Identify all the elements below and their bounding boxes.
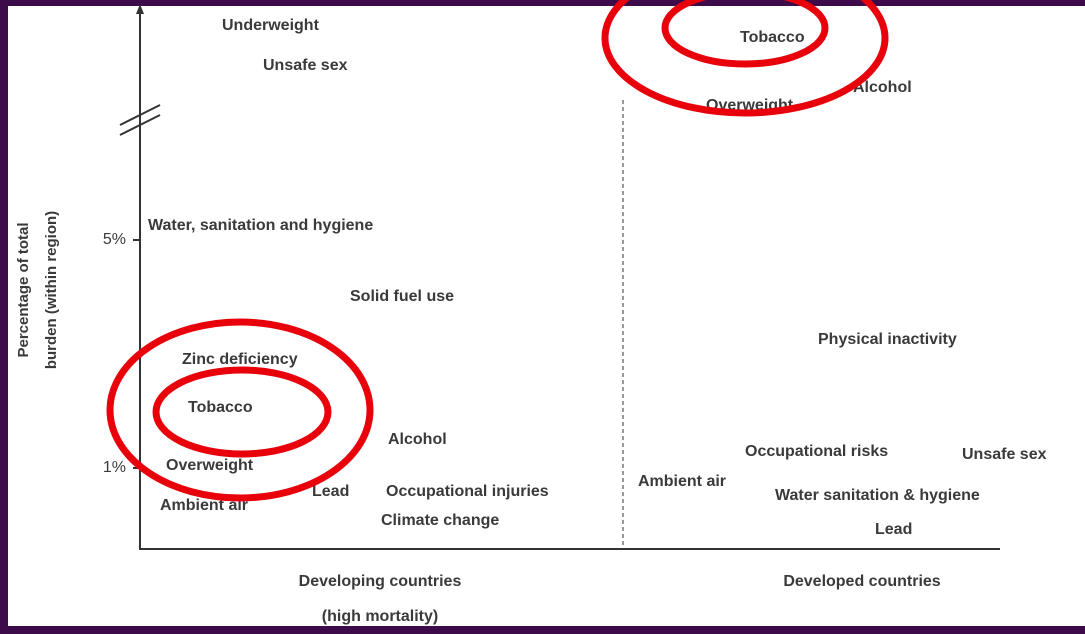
risk-factor: Occupational risks: [745, 443, 888, 460]
risk-factor: Ambient air: [638, 473, 726, 490]
y-tick-label: 5%: [103, 231, 126, 248]
risk-factor: Solid fuel use: [350, 288, 454, 305]
risk-factor: Underweight: [222, 17, 320, 34]
risk-factor: Ambient air: [160, 497, 248, 514]
labels: Percentage of total burden (within region…: [15, 17, 1047, 625]
risk-factor: Water sanitation & hygiene: [775, 487, 980, 504]
risk-factor: Occupational injuries: [386, 483, 549, 500]
axis-break: [119, 104, 161, 126]
y-tick-label: 1%: [103, 459, 126, 476]
risk-factor: Lead: [312, 483, 349, 500]
risk-factor: Lead: [875, 521, 912, 538]
y-axis-arrow: [136, 4, 144, 14]
axis-break: [119, 114, 161, 136]
highlight-ring: [661, 0, 829, 68]
risk-factor: Alcohol: [388, 431, 447, 448]
group-label: Developing countries: [299, 573, 462, 590]
y-axis-title: Percentage of total: [15, 222, 32, 357]
group-label: (high mortality): [322, 608, 438, 625]
risk-factor: Tobacco: [740, 29, 805, 46]
risk-factor: Water, sanitation and hygiene: [148, 217, 373, 234]
risk-factor: Unsafe sex: [962, 446, 1047, 463]
risk-factor: Physical inactivity: [818, 331, 957, 348]
y-axis-title: burden (within region): [43, 211, 60, 369]
risk-factor: Climate change: [381, 512, 499, 529]
risk-factor: Alcohol: [853, 79, 912, 96]
risk-factor: Tobacco: [188, 399, 253, 416]
highlight-ring: [601, 0, 889, 117]
highlight-ring: [106, 318, 374, 502]
risk-factor: Overweight: [166, 457, 254, 474]
canvas: [8, 6, 1085, 626]
group-label: Developed countries: [783, 573, 940, 590]
highlight-ring: [152, 366, 332, 458]
risk-factor: Zinc deficiency: [182, 351, 298, 368]
risk-factor: Unsafe sex: [263, 57, 348, 74]
